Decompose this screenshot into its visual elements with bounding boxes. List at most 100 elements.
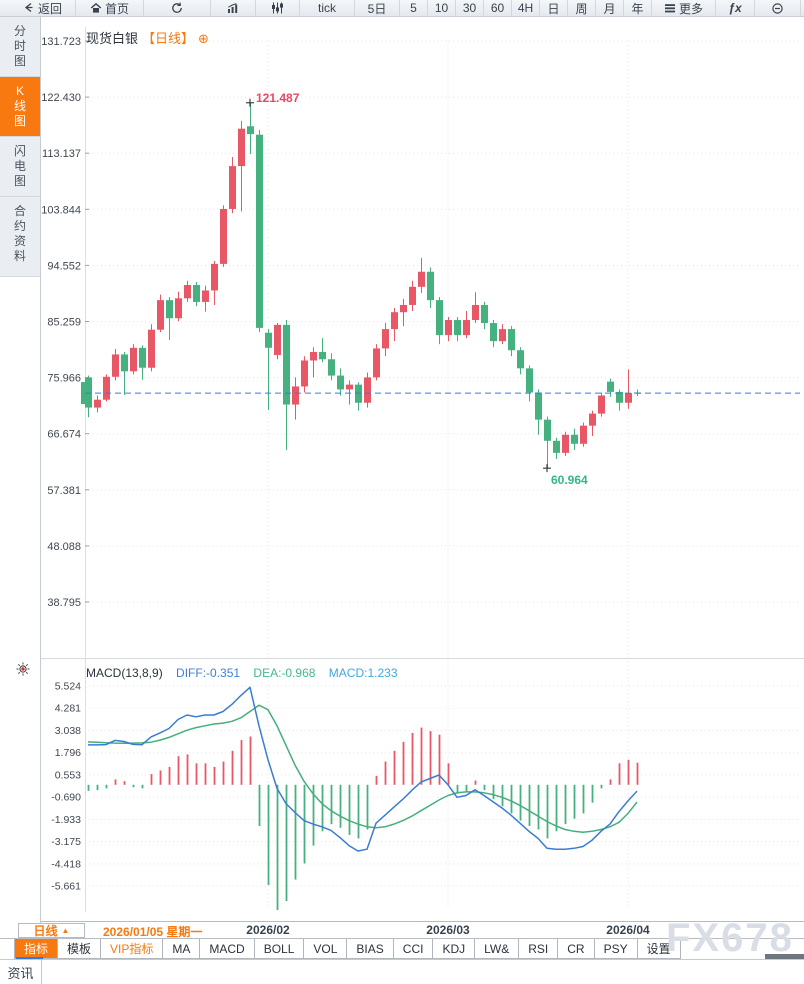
dea-line — [87, 704, 638, 833]
bar-chart-icon — [227, 2, 240, 14]
period-30min-button[interactable]: 30 — [456, 0, 484, 16]
indicator-tab-11[interactable]: LW& — [475, 939, 520, 959]
macd-macd-value: MACD:1.233 — [328, 666, 398, 680]
indicator-tab-4[interactable]: MA — [163, 939, 201, 959]
indicator-tab-9[interactable]: CCI — [393, 939, 434, 959]
more-button[interactable]: 更多 — [652, 0, 716, 16]
period-day-button[interactable]: 日 — [540, 0, 568, 16]
macd-axis-label: 3.038 — [55, 725, 81, 737]
period-10min-button[interactable]: 10 — [428, 0, 456, 16]
macd-axis-label: -1.933 — [51, 814, 81, 826]
kline-style-button[interactable] — [256, 0, 300, 16]
period-5day-button-label: 5日 — [367, 1, 387, 16]
fx-icon: ƒx — [728, 1, 742, 15]
sidebar-tab-2[interactable]: K 线 图 — [0, 77, 40, 137]
chart-canvas[interactable]: 131.723 122.430 113.137 103.844 94.552 85.259… — [41, 17, 804, 921]
candle — [292, 377, 299, 420]
indicator-tab-12[interactable]: RSI — [519, 939, 559, 959]
indicator-tab-6[interactable]: BOLL — [254, 939, 305, 959]
sidebar-tab-1[interactable]: 分 时 图 — [0, 17, 40, 77]
indicator-tab-1[interactable]: 指标 — [14, 939, 59, 959]
macd-plot — [87, 686, 639, 910]
period-5day-button[interactable]: 5日 — [355, 0, 400, 16]
add-indicator-icon[interactable]: ⊕ — [198, 31, 209, 46]
indicator-tab-7[interactable]: VOL — [304, 939, 348, 959]
candle — [139, 345, 146, 380]
zoom-out-button[interactable] — [755, 0, 801, 16]
candle — [337, 368, 344, 396]
candle — [607, 378, 614, 397]
home-icon — [90, 2, 102, 14]
price-axis-label: 131.723 — [41, 36, 81, 48]
indicator-tab-15[interactable]: 设置 — [637, 939, 681, 959]
candle — [445, 317, 452, 342]
home-button[interactable]: 首页 — [76, 0, 144, 16]
more-button-label: 更多 — [678, 1, 703, 16]
x-axis-label-2: 2026/02 — [246, 923, 290, 937]
candle — [184, 280, 191, 302]
price-axis-label: 38.795 — [47, 597, 81, 609]
candle — [112, 349, 119, 381]
period-4h-button[interactable]: 4H — [512, 0, 540, 16]
candle — [94, 395, 101, 413]
menu-icon — [664, 2, 676, 14]
refresh-button[interactable] — [144, 0, 211, 16]
indicator-tab-10[interactable]: KDJ — [433, 939, 476, 959]
indicator-tab-3[interactable]: VIP指标 — [101, 939, 164, 959]
candle — [274, 323, 281, 360]
indicator-settings-icon[interactable] — [15, 661, 31, 677]
period-5min-button[interactable]: 5 — [400, 0, 428, 16]
diff-line — [88, 686, 638, 852]
candle — [571, 428, 578, 450]
price-axis-label: 94.552 — [47, 260, 81, 272]
candle — [247, 102, 254, 155]
macd-axis-label: 5.524 — [55, 681, 81, 693]
sidebar-tab-4[interactable]: 合 约 资 料 — [0, 197, 40, 277]
period-dropdown-label: 日线 — [33, 924, 58, 938]
indicator-tab-2[interactable]: 模板 — [58, 939, 102, 959]
bar-chart-button[interactable] — [211, 0, 256, 16]
candle — [562, 431, 569, 456]
indicator-tab-5[interactable]: MACD — [200, 939, 255, 959]
low-marker — [543, 464, 551, 473]
indicator-tab-13[interactable]: CR — [558, 939, 595, 959]
candlestick-plot — [85, 102, 641, 469]
macd-axis-label: -0.690 — [51, 792, 81, 804]
price-axis-label: 122.430 — [41, 92, 81, 104]
scrollbar-thumb[interactable] — [765, 954, 804, 959]
candle — [472, 292, 479, 324]
indicator-tab-8[interactable]: BIAS — [347, 939, 394, 959]
period-week-button-label: 周 — [575, 1, 588, 16]
candle — [481, 301, 488, 330]
candle — [355, 382, 362, 411]
candle — [373, 344, 380, 381]
price-axis-label: 113.137 — [42, 148, 81, 160]
period-month-button[interactable]: 月 — [596, 0, 624, 16]
price-axis-label: 66.674 — [47, 429, 81, 441]
indicator-tab-14[interactable]: PSY — [594, 939, 638, 959]
period-week-button[interactable]: 周 — [568, 0, 596, 16]
candle — [103, 374, 110, 402]
period-60min-button-label: 60 — [490, 1, 505, 15]
back-button[interactable]: 返回 — [10, 0, 76, 16]
period-dropdown[interactable]: 日线 ▲ — [18, 923, 85, 938]
fx-button[interactable]: ƒx — [716, 0, 755, 16]
macd-diff-value: DIFF:-0.351 — [176, 666, 241, 680]
candle — [598, 392, 605, 417]
candle — [400, 298, 407, 327]
candle — [166, 297, 173, 340]
macd-axis-label: -4.418 — [51, 858, 81, 870]
candle — [580, 422, 587, 447]
candle — [499, 324, 506, 345]
candle — [382, 323, 389, 357]
period-tick-button[interactable]: tick — [300, 0, 355, 16]
sidebar-tab-3[interactable]: 闪 电 图 — [0, 137, 40, 197]
period-year-button[interactable]: 年 — [624, 0, 652, 16]
period-60min-button[interactable]: 60 — [484, 0, 512, 16]
news-tab[interactable]: 资讯 — [0, 960, 42, 984]
candle — [418, 257, 425, 293]
period-tick-button-label: tick — [318, 1, 336, 15]
period-30min-button-label: 30 — [462, 1, 477, 15]
